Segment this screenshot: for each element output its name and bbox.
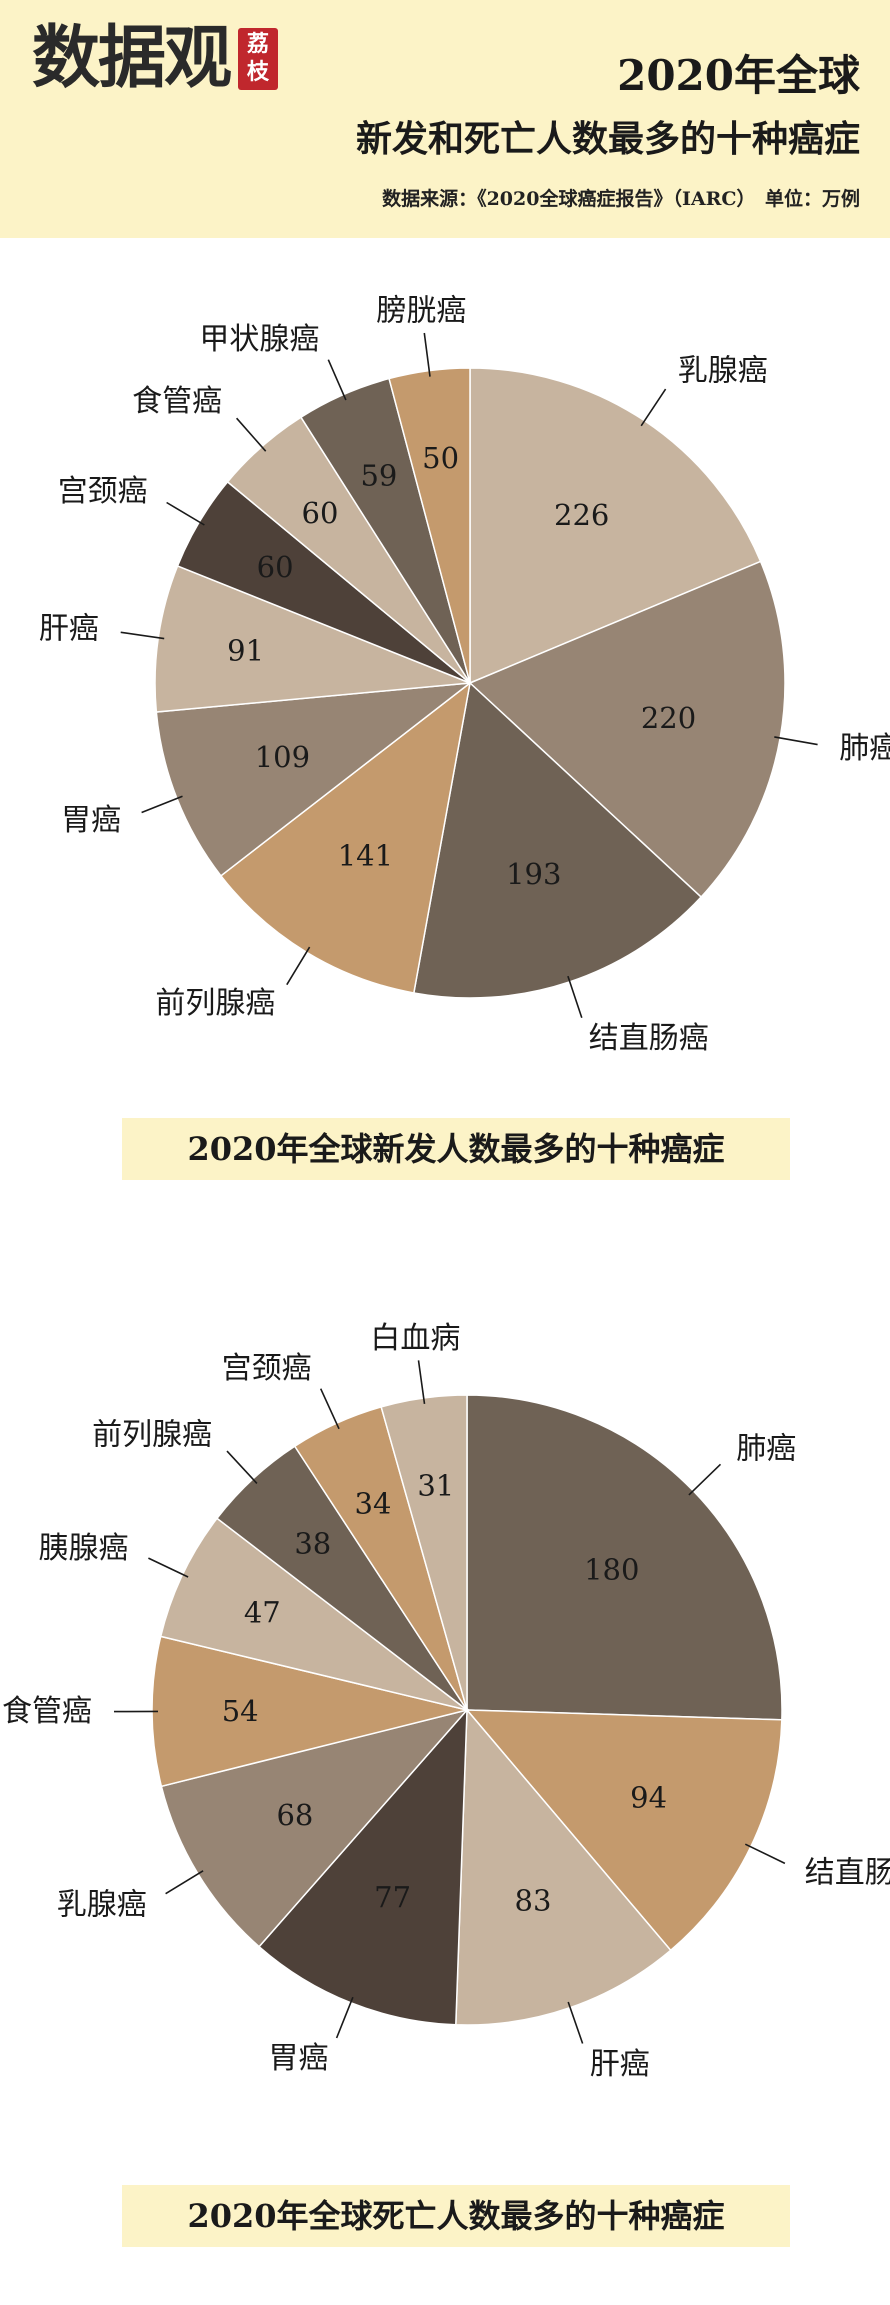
- new-cases-leader-line: [166, 501, 205, 526]
- deaths-value-label: 68: [276, 1798, 313, 1832]
- deaths-category-label: 结直肠癌: [805, 1855, 890, 1890]
- brand-logo: 数据观 荔枝: [32, 14, 279, 104]
- deaths-category-label: 乳腺癌: [57, 1888, 147, 1923]
- deaths-value-label: 34: [355, 1487, 392, 1521]
- new-cases-value-label: 91: [227, 633, 264, 667]
- deaths-leader-line: [226, 1450, 258, 1484]
- deaths-leader-line: [688, 1463, 722, 1496]
- deaths-leader-line: [148, 1557, 189, 1578]
- deaths-leader-line: [417, 1360, 426, 1405]
- new-cases-leader-line: [567, 975, 583, 1019]
- new-cases-leader-line: [774, 736, 818, 746]
- new-cases-category-label: 乳腺癌: [678, 353, 768, 388]
- page-subtitle: 新发和死亡人数最多的十种癌症: [355, 118, 860, 160]
- new-cases-category-label: 肺癌: [839, 731, 890, 766]
- new-cases-caption: 2020年全球新发人数最多的十种癌症: [122, 1118, 790, 1180]
- new-cases-value-label: 60: [302, 496, 339, 530]
- new-cases-leader-line: [640, 388, 667, 427]
- new-cases-value-label: 59: [360, 458, 397, 492]
- deaths-value-label: 94: [630, 1781, 667, 1815]
- new-cases-value-label: 220: [641, 701, 696, 735]
- deaths-value-label: 47: [244, 1595, 281, 1629]
- page-title: 2020年全球: [617, 51, 860, 100]
- brand-seal: 荔枝: [238, 28, 279, 90]
- header-banner: 数据观 荔枝 2020年全球 新发和死亡人数最多的十种癌症 数据来源：《2020…: [0, 0, 890, 238]
- deaths-value-label: 180: [584, 1553, 639, 1587]
- deaths-value-label: 31: [417, 1468, 454, 1502]
- deaths-value-label: 77: [374, 1880, 411, 1914]
- data-source: 数据来源：《2020全球癌症报告》（IARC） 单位：万例: [382, 188, 860, 210]
- new-cases-value-label: 226: [554, 498, 609, 532]
- deaths-leader-line: [319, 1388, 340, 1430]
- new-cases-category-label: 结直肠癌: [589, 1021, 709, 1056]
- deaths-pie-chart: 180 肺癌 94 结直肠癌 83 肝癌 77 胃癌 68 乳腺癌 54 食管癌 47 胰腺癌 38 前列腺癌…: [2, 1321, 890, 2082]
- new-cases-pie-chart: 226 乳腺癌 220 肺癌 193 结直肠癌 141 前列腺癌 109 胃癌 91 肝癌 60 宫颈癌 6…: [39, 294, 890, 1056]
- deaths-category-label: 前列腺癌: [92, 1418, 212, 1453]
- deaths-category-label: 胃癌: [269, 2041, 329, 2076]
- deaths-category-label: 肺癌: [736, 1432, 796, 1467]
- new-cases-leader-line: [141, 795, 183, 814]
- new-cases-leader-line: [286, 946, 311, 986]
- new-cases-category-label: 食管癌: [132, 384, 222, 419]
- new-cases-leader-line: [423, 332, 431, 377]
- new-cases-value-label: 193: [506, 857, 561, 891]
- new-cases-value-label: 141: [338, 838, 393, 872]
- new-cases-leader-line: [327, 359, 347, 401]
- deaths-value-label: 83: [515, 1884, 552, 1918]
- deaths-category-label: 宫颈癌: [222, 1351, 312, 1386]
- deaths-value-label: 38: [294, 1527, 331, 1561]
- new-cases-category-label: 前列腺癌: [155, 986, 275, 1021]
- new-cases-leader-line: [120, 631, 165, 640]
- deaths-category-label: 食管癌: [2, 1694, 92, 1729]
- deaths-leader-line: [165, 1870, 204, 1895]
- deaths-category-label: 白血病: [370, 1321, 460, 1356]
- new-cases-value-label: 60: [257, 550, 294, 584]
- deaths-category-label: 肝癌: [590, 2047, 650, 2082]
- new-cases-category-label: 甲状腺癌: [199, 322, 319, 357]
- deaths-leader-line: [567, 2001, 584, 2044]
- deaths-leader-line: [744, 1843, 786, 1865]
- new-cases-value-label: 50: [422, 441, 459, 475]
- new-cases-value-label: 109: [255, 740, 310, 774]
- deaths-value-label: 54: [222, 1694, 259, 1728]
- new-cases-category-label: 肝癌: [39, 612, 99, 647]
- new-cases-category-label: 胃癌: [61, 803, 121, 838]
- new-cases-leader-line: [235, 417, 267, 452]
- deaths-category-label: 胰腺癌: [39, 1531, 129, 1566]
- new-cases-category-label: 宫颈癌: [58, 474, 148, 509]
- new-cases-category-label: 膀胱癌: [376, 294, 466, 329]
- deaths-caption: 2020年全球死亡人数最多的十种癌症: [122, 2185, 790, 2247]
- deaths-leader-line: [335, 1996, 354, 2039]
- brand-name: 数据观: [32, 19, 232, 98]
